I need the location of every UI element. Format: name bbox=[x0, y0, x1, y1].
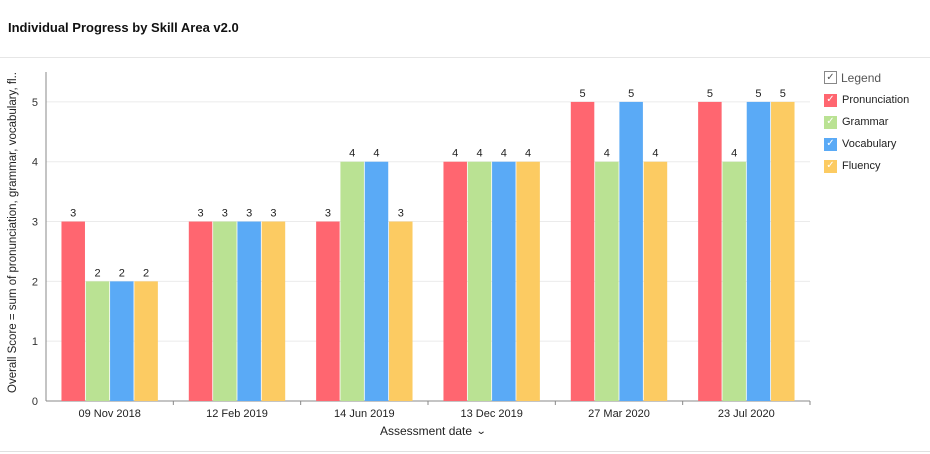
data-label: 4 bbox=[349, 148, 355, 160]
legend-item[interactable]: ✓ Fluency bbox=[824, 157, 909, 175]
bar bbox=[698, 101, 722, 401]
data-label: 5 bbox=[780, 88, 786, 100]
data-label: 4 bbox=[604, 148, 610, 160]
y-axis-title: Overall Score = sum of pronunciation, gr… bbox=[7, 72, 19, 393]
bar bbox=[595, 161, 619, 401]
bar bbox=[237, 221, 261, 401]
data-label: 3 bbox=[246, 208, 252, 220]
x-tick-label: 09 Nov 2018 bbox=[78, 408, 140, 420]
legend-item[interactable]: ✓ Vocabulary bbox=[824, 135, 909, 153]
bar bbox=[722, 161, 746, 401]
bar bbox=[316, 221, 340, 401]
bar bbox=[188, 221, 213, 401]
data-label: 4 bbox=[525, 148, 531, 160]
legend: ✓ Legend ✓ Pronunciation ✓ Grammar ✓ Vocabula… bbox=[824, 69, 909, 179]
legend-label: Pronunciation bbox=[842, 94, 910, 106]
bar bbox=[213, 221, 237, 401]
data-label: 4 bbox=[731, 148, 737, 160]
check-icon: ✓ bbox=[824, 137, 837, 151]
bar bbox=[261, 221, 286, 401]
bar bbox=[492, 161, 516, 401]
data-label: 5 bbox=[579, 88, 585, 100]
check-icon: ✓ bbox=[824, 93, 837, 107]
legend-checkbox-icon: ✓ bbox=[824, 71, 837, 84]
data-label: 5 bbox=[628, 88, 634, 100]
x-tick-label: 12 Feb 2019 bbox=[206, 408, 268, 420]
footer-divider bbox=[0, 451, 930, 452]
legend-label: Fluency bbox=[842, 160, 881, 172]
data-label: 3 bbox=[222, 208, 228, 220]
legend-item[interactable]: ✓ Grammar bbox=[824, 113, 909, 131]
bar bbox=[570, 101, 595, 401]
data-label: 2 bbox=[143, 267, 149, 279]
x-axis-title-dropdown[interactable]: Assessment date ⌄ bbox=[380, 424, 487, 438]
y-tick-label: 2 bbox=[32, 276, 38, 288]
data-label: 5 bbox=[707, 88, 713, 100]
bar bbox=[516, 161, 540, 401]
y-tick-label: 1 bbox=[32, 336, 38, 348]
data-label: 4 bbox=[652, 148, 658, 160]
data-label: 3 bbox=[270, 208, 276, 220]
data-label: 3 bbox=[70, 208, 76, 220]
chevron-down-icon: ⌄ bbox=[475, 425, 487, 437]
x-tick-label: 13 Dec 2019 bbox=[460, 408, 522, 420]
legend-label: Vocabulary bbox=[842, 138, 897, 150]
bar bbox=[61, 221, 85, 401]
bar bbox=[134, 281, 158, 401]
data-label: 5 bbox=[755, 88, 761, 100]
bar bbox=[364, 161, 389, 401]
check-icon: ✓ bbox=[824, 115, 837, 129]
data-label: 3 bbox=[197, 208, 203, 220]
bar bbox=[746, 101, 771, 401]
legend-label: Grammar bbox=[842, 116, 889, 128]
x-axis-title: Assessment date bbox=[380, 424, 473, 438]
bar bbox=[443, 161, 467, 401]
x-tick-label: 23 Jul 2020 bbox=[718, 408, 775, 420]
bar bbox=[771, 101, 795, 401]
bar bbox=[340, 161, 364, 401]
x-tick-label: 14 Jun 2019 bbox=[334, 408, 395, 420]
header-divider bbox=[0, 57, 930, 58]
bar bbox=[85, 281, 110, 401]
y-tick-label: 3 bbox=[32, 217, 38, 229]
legend-title: Legend bbox=[841, 70, 882, 85]
data-label: 2 bbox=[119, 267, 125, 279]
y-tick-label: 5 bbox=[32, 97, 38, 109]
data-label: 3 bbox=[325, 208, 331, 220]
legend-item[interactable]: ✓ Pronunciation bbox=[824, 91, 909, 109]
bar bbox=[467, 161, 492, 401]
bar bbox=[110, 281, 134, 401]
bar bbox=[643, 161, 668, 401]
data-label: 4 bbox=[501, 148, 507, 160]
check-icon: ✓ bbox=[824, 159, 837, 173]
y-tick-label: 4 bbox=[32, 157, 38, 169]
data-label: 4 bbox=[373, 148, 379, 160]
chart-title: Individual Progress by Skill Area v2.0 bbox=[8, 20, 239, 35]
legend-toggle[interactable]: ✓ Legend bbox=[824, 69, 909, 86]
data-label: 3 bbox=[398, 208, 404, 220]
data-label: 2 bbox=[94, 267, 100, 279]
bar bbox=[619, 101, 643, 401]
y-tick-label: 0 bbox=[32, 396, 38, 408]
bar bbox=[389, 221, 413, 401]
data-label: 4 bbox=[476, 148, 482, 160]
data-label: 4 bbox=[452, 148, 458, 160]
x-tick-label: 27 Mar 2020 bbox=[588, 408, 650, 420]
